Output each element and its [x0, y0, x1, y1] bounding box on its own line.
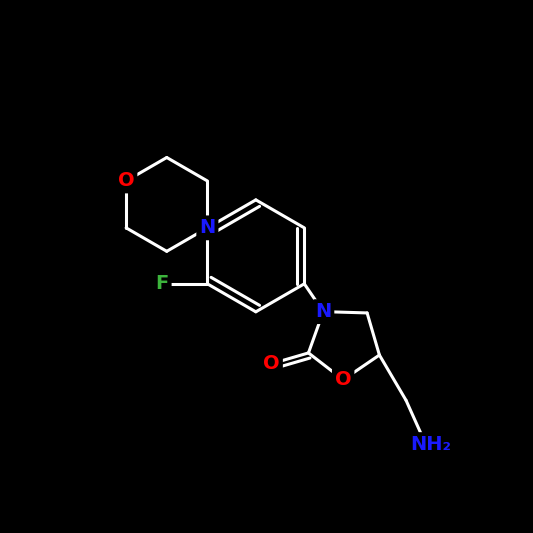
- Text: F: F: [156, 274, 168, 293]
- Text: O: O: [263, 354, 280, 373]
- Text: O: O: [335, 370, 351, 389]
- Text: N: N: [199, 219, 215, 237]
- Text: O: O: [118, 172, 134, 190]
- Text: N: N: [315, 302, 332, 321]
- Text: NH₂: NH₂: [410, 435, 451, 454]
